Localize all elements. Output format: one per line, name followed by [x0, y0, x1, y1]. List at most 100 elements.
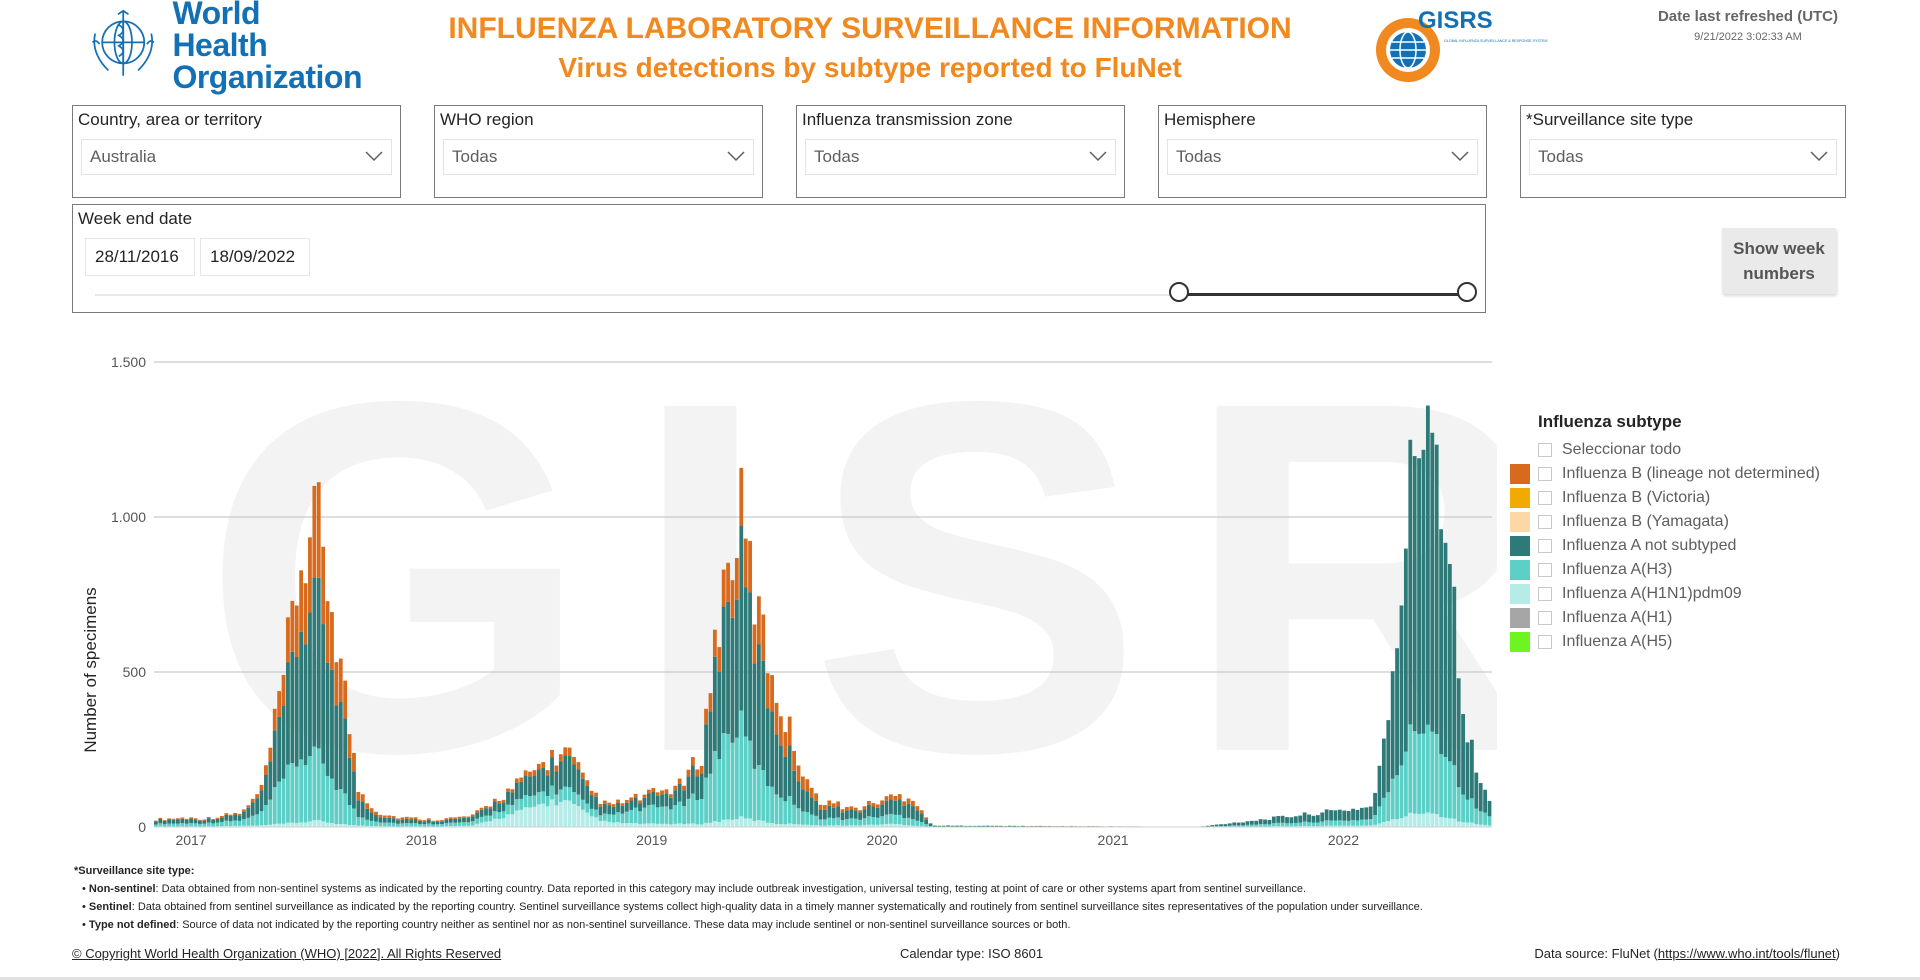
bar-segment[interactable]: [959, 825, 964, 827]
bar-segment[interactable]: [955, 825, 959, 827]
bar-segment[interactable]: [902, 825, 907, 827]
bar-segment[interactable]: [1351, 808, 1355, 820]
bar-segment[interactable]: [1210, 825, 1215, 827]
bar-segment[interactable]: [845, 807, 849, 811]
bar-segment[interactable]: [871, 817, 876, 825]
bar-segment[interactable]: [893, 795, 898, 801]
bar-segment[interactable]: [545, 795, 550, 807]
bar-segment[interactable]: [576, 794, 581, 807]
bar-segment[interactable]: [629, 800, 634, 810]
bar-segment[interactable]: [1386, 821, 1391, 827]
bar-segment[interactable]: [690, 793, 695, 824]
bar-segment[interactable]: [162, 820, 167, 821]
bar-segment[interactable]: [664, 793, 669, 807]
bar-segment[interactable]: [726, 601, 730, 734]
bar-segment[interactable]: [633, 797, 638, 808]
bar-segment[interactable]: [902, 805, 907, 819]
bar-segment[interactable]: [440, 820, 444, 822]
bar-segment[interactable]: [374, 815, 378, 822]
bar-segment[interactable]: [501, 811, 506, 819]
bar-segment[interactable]: [845, 810, 849, 819]
bar-segment[interactable]: [382, 815, 387, 818]
bar-segment[interactable]: [897, 799, 902, 815]
bar-segment[interactable]: [1469, 798, 1474, 823]
bar-segment[interactable]: [1377, 823, 1382, 827]
bar-segment[interactable]: [862, 825, 867, 827]
bar-segment[interactable]: [303, 822, 308, 827]
bar-segment[interactable]: [1043, 826, 1047, 827]
bar-segment[interactable]: [206, 817, 211, 819]
bar-segment[interactable]: [941, 825, 946, 827]
bar-segment[interactable]: [743, 538, 748, 588]
bar-segment[interactable]: [897, 824, 902, 827]
bar-segment[interactable]: [189, 817, 194, 819]
bar-segment[interactable]: [360, 825, 365, 827]
checkbox[interactable]: [1538, 611, 1552, 625]
bar-segment[interactable]: [867, 804, 871, 817]
bar-segment[interactable]: [453, 822, 458, 827]
bar-segment[interactable]: [827, 817, 832, 826]
bar-segment[interactable]: [638, 800, 642, 804]
bar-segment[interactable]: [598, 815, 603, 821]
bar-segment[interactable]: [440, 824, 444, 827]
bar-segment[interactable]: [360, 817, 365, 826]
bar-segment[interactable]: [862, 806, 867, 810]
bar-segment[interactable]: [365, 819, 370, 826]
bar-segment[interactable]: [1478, 783, 1483, 812]
bar-segment[interactable]: [1320, 821, 1325, 826]
bar-segment[interactable]: [589, 816, 594, 827]
bar-segment[interactable]: [783, 732, 788, 757]
bar-segment[interactable]: [444, 819, 449, 824]
bar-segment[interactable]: [387, 817, 392, 823]
bar-segment[interactable]: [840, 812, 845, 821]
bar-segment[interactable]: [211, 823, 216, 827]
bar-segment[interactable]: [651, 823, 656, 827]
bar-segment[interactable]: [532, 795, 537, 807]
bar-segment[interactable]: [836, 825, 840, 827]
bar-segment[interactable]: [1421, 813, 1426, 827]
bar-segment[interactable]: [1060, 826, 1065, 827]
bar-segment[interactable]: [272, 730, 277, 787]
bar-segment[interactable]: [1403, 751, 1408, 817]
bar-segment[interactable]: [268, 799, 273, 825]
bar-segment[interactable]: [827, 805, 832, 818]
bar-segment[interactable]: [1381, 738, 1386, 798]
bar-segment[interactable]: [444, 823, 449, 827]
bar-segment[interactable]: [541, 803, 546, 827]
bar-segment[interactable]: [510, 789, 515, 793]
bar-segment[interactable]: [695, 824, 700, 827]
bar-segment[interactable]: [800, 789, 805, 812]
bar-segment[interactable]: [800, 776, 805, 790]
bar-segment[interactable]: [523, 807, 528, 827]
bar-segment[interactable]: [180, 818, 185, 824]
bar-segment[interactable]: [884, 814, 889, 824]
bar-segment[interactable]: [259, 790, 264, 812]
bar-segment[interactable]: [607, 805, 612, 815]
bar-segment[interactable]: [303, 765, 308, 823]
bar-segment[interactable]: [796, 824, 801, 827]
bar-segment[interactable]: [286, 822, 290, 827]
bar-segment[interactable]: [831, 803, 836, 808]
bar-segment[interactable]: [585, 803, 590, 813]
bar-segment[interactable]: [1412, 731, 1417, 814]
bar-segment[interactable]: [624, 823, 629, 827]
bar-segment[interactable]: [660, 794, 664, 807]
bar-segment[interactable]: [299, 822, 304, 827]
bar-segment[interactable]: [180, 823, 185, 827]
bar-segment[interactable]: [1443, 757, 1448, 818]
bar-segment[interactable]: [528, 776, 532, 797]
bar-segment[interactable]: [1249, 824, 1254, 827]
bar-segment[interactable]: [1478, 811, 1483, 825]
bar-segment[interactable]: [488, 815, 493, 822]
bar-segment[interactable]: [977, 826, 981, 827]
bar-segment[interactable]: [818, 809, 823, 820]
bar-segment[interactable]: [1417, 813, 1421, 827]
bar-segment[interactable]: [457, 822, 462, 826]
bar-segment[interactable]: [470, 814, 475, 817]
bar-segment[interactable]: [717, 759, 722, 822]
bar-segment[interactable]: [814, 815, 818, 826]
bar-segment[interactable]: [889, 823, 893, 827]
bar-segment[interactable]: [360, 801, 365, 818]
bar-segment[interactable]: [1377, 765, 1382, 807]
bar-segment[interactable]: [1469, 822, 1474, 827]
